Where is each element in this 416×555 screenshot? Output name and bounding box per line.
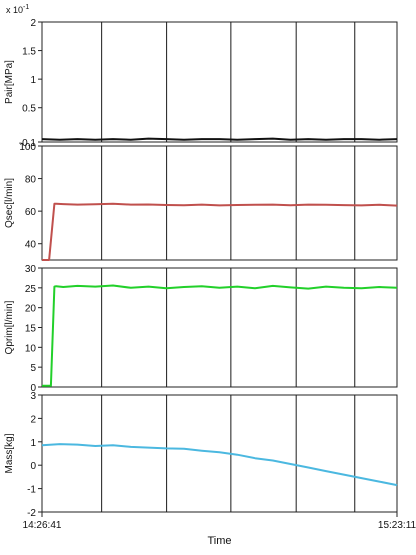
- y-tick-label: 20: [25, 304, 37, 315]
- y-tick-label: 5: [30, 363, 36, 374]
- y-tick-label: -2: [27, 508, 36, 519]
- y-tick-label: 80: [25, 175, 37, 186]
- y-tick-label: 60: [25, 207, 37, 218]
- x-tick-label: 15:23:11: [378, 520, 416, 531]
- y-axis-label: Mass[kg]: [4, 433, 15, 473]
- y-axis-label: Qprim[l/min]: [4, 300, 15, 354]
- series-line-1: [42, 202, 398, 261]
- axis-multiplier: x 10-1: [6, 4, 29, 15]
- plot-area: [41, 145, 398, 261]
- y-tick-label: 15: [25, 324, 37, 335]
- x-axis-label: Time: [207, 535, 231, 547]
- axis-multiplier-exponent: -1: [23, 4, 29, 11]
- y-tick-label: 2: [30, 18, 36, 29]
- y-tick-label: 0.5: [22, 104, 36, 115]
- series-line-1: [41, 443, 398, 487]
- panel-4: 3 2 1 0 -1 -2 Mass[kg] 14:26:41 15:23:11 Time: [4, 391, 416, 547]
- panel-1: 2 1.5 1 0.5 -0.1 Pair[MPa] x 10-1: [4, 4, 398, 149]
- y-tick-label: 10: [25, 343, 37, 354]
- panel-3: 30 25 20 15 10 5 0 Qprim[l/min]: [4, 264, 398, 394]
- y-tick-label: -0.1: [19, 138, 37, 149]
- y-tick-label: 1: [30, 438, 36, 449]
- y-tick-label: 2: [30, 414, 36, 425]
- panel-2: 100 80 60 40 Qsec[l/min]: [4, 142, 398, 261]
- x-tick-label: 14:26:41: [23, 520, 62, 531]
- series-line-1: [41, 137, 398, 141]
- y-tick-label: 1.5: [22, 47, 36, 58]
- y-tick-label: 1: [30, 75, 36, 86]
- y-tick-label: 0: [30, 383, 36, 394]
- y-tick-label: 40: [25, 240, 37, 251]
- y-tick-label: 100: [19, 142, 36, 153]
- y-tick-label: 0: [30, 461, 36, 472]
- y-axis-label: Pair[MPa]: [4, 60, 15, 104]
- y-tick-label: -1: [27, 485, 36, 496]
- y-tick-label: 25: [25, 284, 37, 295]
- y-tick-label: 30: [25, 264, 37, 275]
- y-axis-label: Qsec[l/min]: [4, 178, 15, 228]
- y-tick-label: 3: [30, 391, 36, 402]
- series-line-1: [42, 284, 398, 387]
- plot-area: [41, 21, 398, 143]
- plot-area: [41, 394, 398, 513]
